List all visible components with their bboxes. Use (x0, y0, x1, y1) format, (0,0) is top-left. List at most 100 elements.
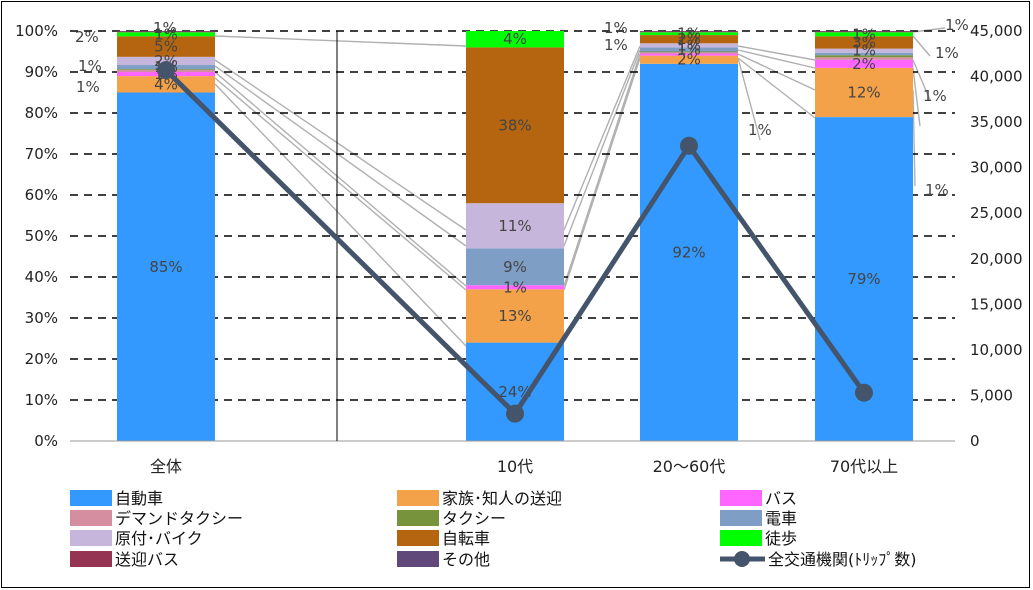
legend-label: 自転車 (442, 529, 490, 548)
legend-swatch (70, 490, 112, 506)
y-tick-label: 40% (25, 268, 58, 286)
bar-value-label: 1% (852, 42, 876, 60)
legend-swatch (70, 530, 112, 546)
bar-segment (815, 55, 913, 58)
trip-line-path (164, 68, 867, 417)
y2-tick-label: 25,000 (970, 204, 1023, 222)
small-segment-label: 1% (153, 19, 177, 37)
category-label: 20〜60代 (653, 457, 726, 476)
legend-swatch (397, 530, 439, 546)
bar-value-label: 12% (847, 84, 880, 102)
bar-segment (640, 63, 738, 442)
legend-label: 全交通機関(ﾄﾘｯﾌﾟ数) (768, 550, 917, 569)
y2-tick-label: 30,000 (970, 159, 1023, 177)
bar-value-label: 13% (498, 307, 531, 325)
legend-label: デマンドタクシー (115, 509, 243, 528)
small-segment-label: 1% (748, 121, 772, 139)
bar-segment (815, 67, 913, 118)
bar-segment (466, 203, 564, 249)
bar-value-label: 92% (672, 243, 705, 261)
bar-value-label: 2% (677, 51, 701, 69)
bar-value-label: 2% (677, 30, 701, 48)
bar-segment (466, 47, 564, 204)
legend-label: 自動車 (115, 489, 163, 508)
y-tick-label: 100% (15, 22, 58, 40)
bar-segment (466, 248, 564, 286)
legend-swatch (397, 490, 439, 506)
bar-segment (815, 31, 913, 33)
legend-label: 原付･バイク (115, 529, 203, 548)
y-tick-label: 80% (25, 104, 58, 122)
bar-segment (117, 92, 215, 441)
trip-line-marker (506, 404, 524, 423)
bar-value-label: 1% (503, 278, 527, 296)
y-tick-label: 10% (25, 391, 58, 409)
trip-line-marker (157, 61, 175, 80)
y2-tick-label: 20,000 (970, 250, 1023, 268)
bar-value-label: 11% (498, 217, 531, 235)
bar-segment (117, 56, 215, 66)
y2-tick-label: 45,000 (970, 22, 1023, 40)
legend-label: 電車 (765, 509, 797, 528)
leader-line (214, 59, 467, 231)
bar-segment (640, 32, 738, 36)
category-label: 70代以上 (830, 457, 898, 476)
legend-label: 徒歩 (765, 529, 797, 548)
bar-segment (815, 57, 913, 60)
bar-segment (640, 47, 738, 52)
trip-line-marker (680, 136, 698, 155)
bar-segment (640, 52, 738, 54)
category-label: 全体 (150, 457, 182, 476)
leader-line (214, 77, 467, 291)
bar-segment (815, 48, 913, 53)
legend-label: その他 (442, 550, 490, 569)
legend-swatch (720, 490, 762, 506)
leader-line (737, 57, 761, 141)
legend-swatch (720, 530, 762, 546)
y-tick-label: 50% (25, 227, 58, 245)
bar-value-label: 1% (852, 25, 876, 43)
bar-segment (117, 36, 215, 57)
trip-count-line (157, 61, 873, 423)
leader-line (214, 71, 467, 287)
leader-line (912, 35, 931, 57)
small-segment-label: 1% (945, 16, 969, 34)
small-segment-label: 1% (923, 87, 947, 105)
bar-segment (640, 43, 738, 48)
bar-segment (640, 55, 738, 64)
bar-value-label: 2% (852, 55, 876, 73)
bar-segment (466, 285, 564, 290)
legend-swatch (720, 510, 762, 526)
bar-segment (466, 31, 564, 48)
y-tick-label: 30% (25, 309, 58, 327)
y-tick-label: 70% (25, 145, 58, 163)
bar-segment (640, 31, 738, 33)
y-tick-label: 60% (25, 186, 58, 204)
leader-line (563, 53, 641, 287)
bar-segment (815, 59, 913, 68)
leader-line (737, 45, 816, 61)
bar-segment (815, 52, 913, 56)
small-segment-label: 1% (925, 181, 949, 199)
y2-tick-label: 40,000 (970, 68, 1023, 86)
bar-value-label: 1% (677, 36, 701, 54)
bar-value-label: 5% (154, 38, 178, 56)
bar-segment (466, 289, 564, 343)
bar-value-label: 9% (503, 258, 527, 276)
bar-segment (640, 53, 738, 56)
bar-segment (815, 32, 913, 37)
small-segment-label: 1% (78, 57, 102, 75)
bar-data-labels: 85%4%1%1%2%5%1%24%13%1%9%11%38%4%92%2%1%… (75, 16, 969, 401)
leader-line (214, 65, 467, 247)
leader-line (912, 27, 946, 33)
bar-value-label: 4% (503, 30, 527, 48)
leader-line (737, 57, 816, 119)
bar-value-label: 1% (154, 25, 178, 43)
y2-tick-label: 10,000 (970, 341, 1023, 359)
legend-label: バス (765, 489, 797, 508)
bar-segment (117, 32, 215, 37)
y2-tick-label: 5,000 (970, 386, 1013, 404)
leader-line (912, 59, 931, 101)
bar-segment (117, 31, 215, 33)
